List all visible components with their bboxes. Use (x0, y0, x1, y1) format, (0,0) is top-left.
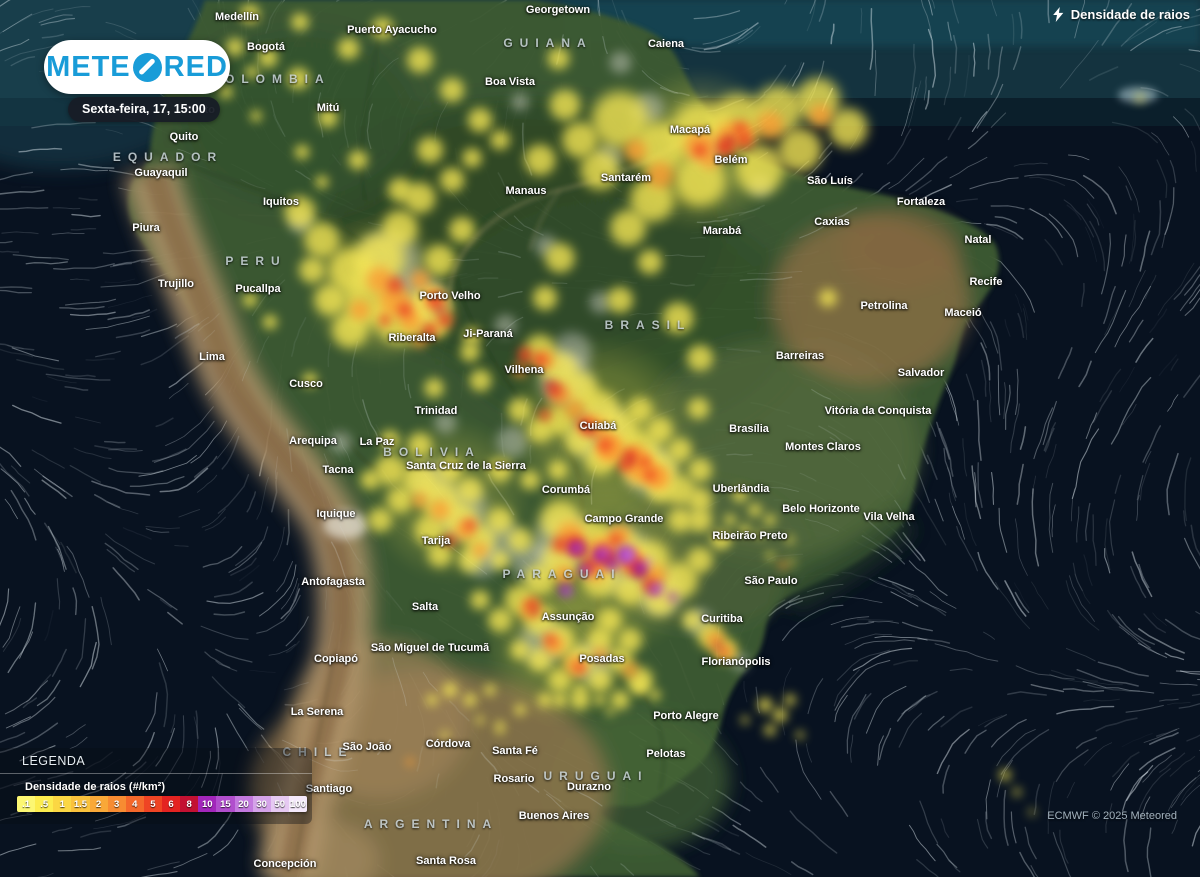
legend-segment: 15 (216, 796, 235, 812)
legend-segment: .1 (17, 796, 36, 812)
legend-segment: 50 (270, 796, 289, 812)
date-chip[interactable]: Sexta-feira, 17, 15:00 (68, 97, 220, 122)
legend-scale-label: Densidade de raios (#/km²) (25, 781, 165, 793)
ocean-shallow (560, 0, 1200, 46)
legend-panel: LEGENDA Densidade de raios (#/km²) .1.5 1… (0, 748, 312, 824)
attribution: ECMWF © 2025 Meteored (1047, 810, 1177, 822)
legend-segment: 1 (53, 796, 72, 812)
legend-segment: 10 (198, 796, 217, 812)
meteored-logo[interactable]: METE RED (44, 40, 230, 94)
legend-segment: .5 (35, 796, 54, 812)
layer-label-text: Densidade de raios (1070, 7, 1190, 22)
legend-segment: 4 (125, 796, 144, 812)
meteored-compass-icon (132, 52, 162, 82)
legend-title: LEGENDA (0, 748, 312, 774)
legend-segment: 5 (143, 796, 162, 812)
logo-text-suffix: RED (163, 50, 228, 83)
legend-segment: 1.5 (71, 796, 90, 812)
legend-segment: 3 (107, 796, 126, 812)
legend-segment: 100 (288, 796, 307, 812)
logo-text-prefix: METE (46, 50, 131, 83)
legend-segment: 30 (252, 796, 271, 812)
legend-segment: 6 (162, 796, 181, 812)
legend-segment: 8 (180, 796, 199, 812)
layer-label-chip[interactable]: Densidade de raios (1052, 7, 1190, 22)
legend-segment: 20 (234, 796, 253, 812)
legend-color-scale: .1.5 1 1.5 2 3 4 5 6 8 10 15 20 30 50 100 (17, 796, 307, 812)
lightning-icon (1052, 7, 1064, 22)
legend-segment: 2 (89, 796, 108, 812)
